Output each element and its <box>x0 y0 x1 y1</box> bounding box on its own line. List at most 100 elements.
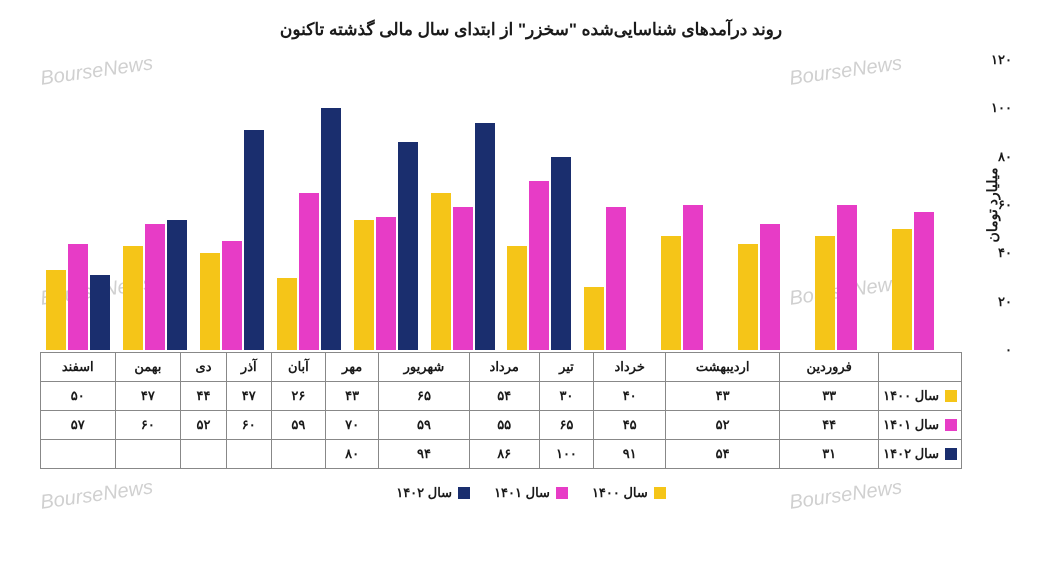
category-header: آذر <box>226 353 271 382</box>
bar-group <box>578 60 655 350</box>
category-header: فروردین <box>780 353 879 382</box>
data-table: فروردیناردیبهشتخردادتیرمردادشهریورمهرآبا… <box>40 352 962 469</box>
table-cell: ۴۰ <box>594 382 666 411</box>
bar <box>90 275 110 350</box>
y-tick: ۲۰ <box>998 294 1012 310</box>
bar-group <box>501 60 578 350</box>
bar <box>760 224 780 350</box>
table-cell: ۳۱ <box>780 440 879 469</box>
legend-label: سال ۱۴۰۲ <box>396 485 452 501</box>
bar <box>277 278 297 351</box>
bar <box>299 193 319 350</box>
table-cell: ۴۳ <box>326 382 379 411</box>
chart-title: روند درآمدهای شناسایی‌شده "سخزر" از ابتد… <box>30 20 1032 40</box>
bar <box>376 217 396 350</box>
legend-item: سال ۱۴۰۲ <box>396 485 470 501</box>
bar-group <box>40 60 117 350</box>
bar-group <box>885 60 962 350</box>
category-header: شهریور <box>379 353 470 382</box>
y-tick: ۶۰ <box>998 197 1012 213</box>
series-name: سال ۱۴۰۱ <box>883 417 939 433</box>
table-cell: ۶۵ <box>379 382 470 411</box>
table-cell: ۷۰ <box>326 411 379 440</box>
category-header: اردیبهشت <box>666 353 780 382</box>
series-name: سال ۱۴۰۲ <box>883 446 939 462</box>
swatch-icon <box>556 487 568 499</box>
series-name: سال ۱۴۰۰ <box>883 388 939 404</box>
table-cell: ۵۲ <box>181 411 227 440</box>
bar <box>145 224 165 350</box>
category-header: مرداد <box>469 353 539 382</box>
table-cell: ۵۴ <box>469 382 539 411</box>
bar <box>354 220 374 351</box>
legend-label: سال ۱۴۰۰ <box>592 485 648 501</box>
bar <box>837 205 857 350</box>
bar <box>321 108 341 350</box>
bar-group <box>270 60 347 350</box>
table-cell: ۵۷ <box>41 411 116 440</box>
bar <box>738 244 758 350</box>
table-cell: ۸۶ <box>469 440 539 469</box>
bar <box>683 205 703 350</box>
category-header: خرداد <box>594 353 666 382</box>
table-cell: ۴۳ <box>666 382 780 411</box>
table-cell: ۴۷ <box>115 382 181 411</box>
bar <box>398 142 418 350</box>
table-cell: ۴۷ <box>226 382 271 411</box>
table-cell <box>271 440 325 469</box>
table-cell: ۵۹ <box>379 411 470 440</box>
legend-item: سال ۱۴۰۰ <box>592 485 666 501</box>
category-header: دی <box>181 353 227 382</box>
bar <box>244 130 264 350</box>
category-header: تیر <box>539 353 594 382</box>
category-header: بهمن <box>115 353 181 382</box>
table-cell: ۴۴ <box>181 382 227 411</box>
swatch-icon <box>654 487 666 499</box>
bar <box>200 253 220 350</box>
chart-container: BourseNews BourseNews BourseNews BourseN… <box>0 0 1062 577</box>
bar-group <box>117 60 194 350</box>
bar <box>123 246 143 350</box>
bar-group <box>731 60 808 350</box>
y-tick: ۱۲۰ <box>991 52 1012 68</box>
table-cell: ۹۱ <box>594 440 666 469</box>
swatch-icon <box>945 390 957 402</box>
chart-plot-area: میلیارد تومان ۰۲۰۴۰۶۰۸۰۱۰۰۱۲۰ <box>40 60 962 350</box>
y-tick: ۰ <box>1005 342 1012 358</box>
bar <box>529 181 549 350</box>
legend-label: سال ۱۴۰۱ <box>494 485 550 501</box>
bar <box>46 270 66 350</box>
bars-plot <box>40 60 962 350</box>
table-cell: ۶۰ <box>226 411 271 440</box>
bar-group <box>194 60 271 350</box>
table-cell: ۶۰ <box>115 411 181 440</box>
table-cell: ۴۴ <box>780 411 879 440</box>
table-cell: ۸۰ <box>326 440 379 469</box>
swatch-icon <box>945 419 957 431</box>
bar <box>584 287 604 350</box>
table-cell: ۳۰ <box>539 382 594 411</box>
swatch-icon <box>945 448 957 460</box>
table-cell: ۳۳ <box>780 382 879 411</box>
bar <box>606 207 626 350</box>
table-cell <box>181 440 227 469</box>
category-header: آبان <box>271 353 325 382</box>
bar <box>431 193 451 350</box>
bar <box>892 229 912 350</box>
bar <box>661 236 681 350</box>
swatch-icon <box>458 487 470 499</box>
table-cell: ۵۵ <box>469 411 539 440</box>
table-cell <box>115 440 181 469</box>
bar <box>475 123 495 350</box>
table-cell: ۵۰ <box>41 382 116 411</box>
bar <box>507 246 527 350</box>
bar <box>914 212 934 350</box>
bar <box>167 220 187 351</box>
table-cell: ۹۴ <box>379 440 470 469</box>
bar-group <box>347 60 424 350</box>
category-header: اسفند <box>41 353 116 382</box>
table-cell: ۱۰۰ <box>539 440 594 469</box>
y-tick: ۴۰ <box>998 245 1012 261</box>
table-cell: ۵۲ <box>666 411 780 440</box>
category-header: مهر <box>326 353 379 382</box>
